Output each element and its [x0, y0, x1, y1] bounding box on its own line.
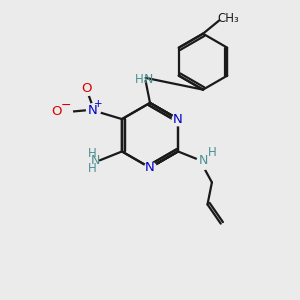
Text: +: + — [94, 99, 102, 110]
Text: N: N — [143, 73, 153, 86]
Text: N: N — [145, 161, 155, 174]
Text: H: H — [135, 73, 143, 86]
Text: N: N — [198, 154, 208, 167]
Text: H: H — [88, 162, 97, 175]
Text: −: − — [61, 99, 71, 112]
Text: H: H — [208, 146, 216, 159]
Text: O: O — [81, 82, 92, 95]
Text: N: N — [91, 154, 100, 167]
Text: N: N — [88, 104, 98, 117]
Text: H: H — [88, 147, 97, 160]
Text: CH₃: CH₃ — [218, 13, 239, 26]
Text: O: O — [51, 105, 62, 118]
Text: N: N — [173, 112, 183, 126]
